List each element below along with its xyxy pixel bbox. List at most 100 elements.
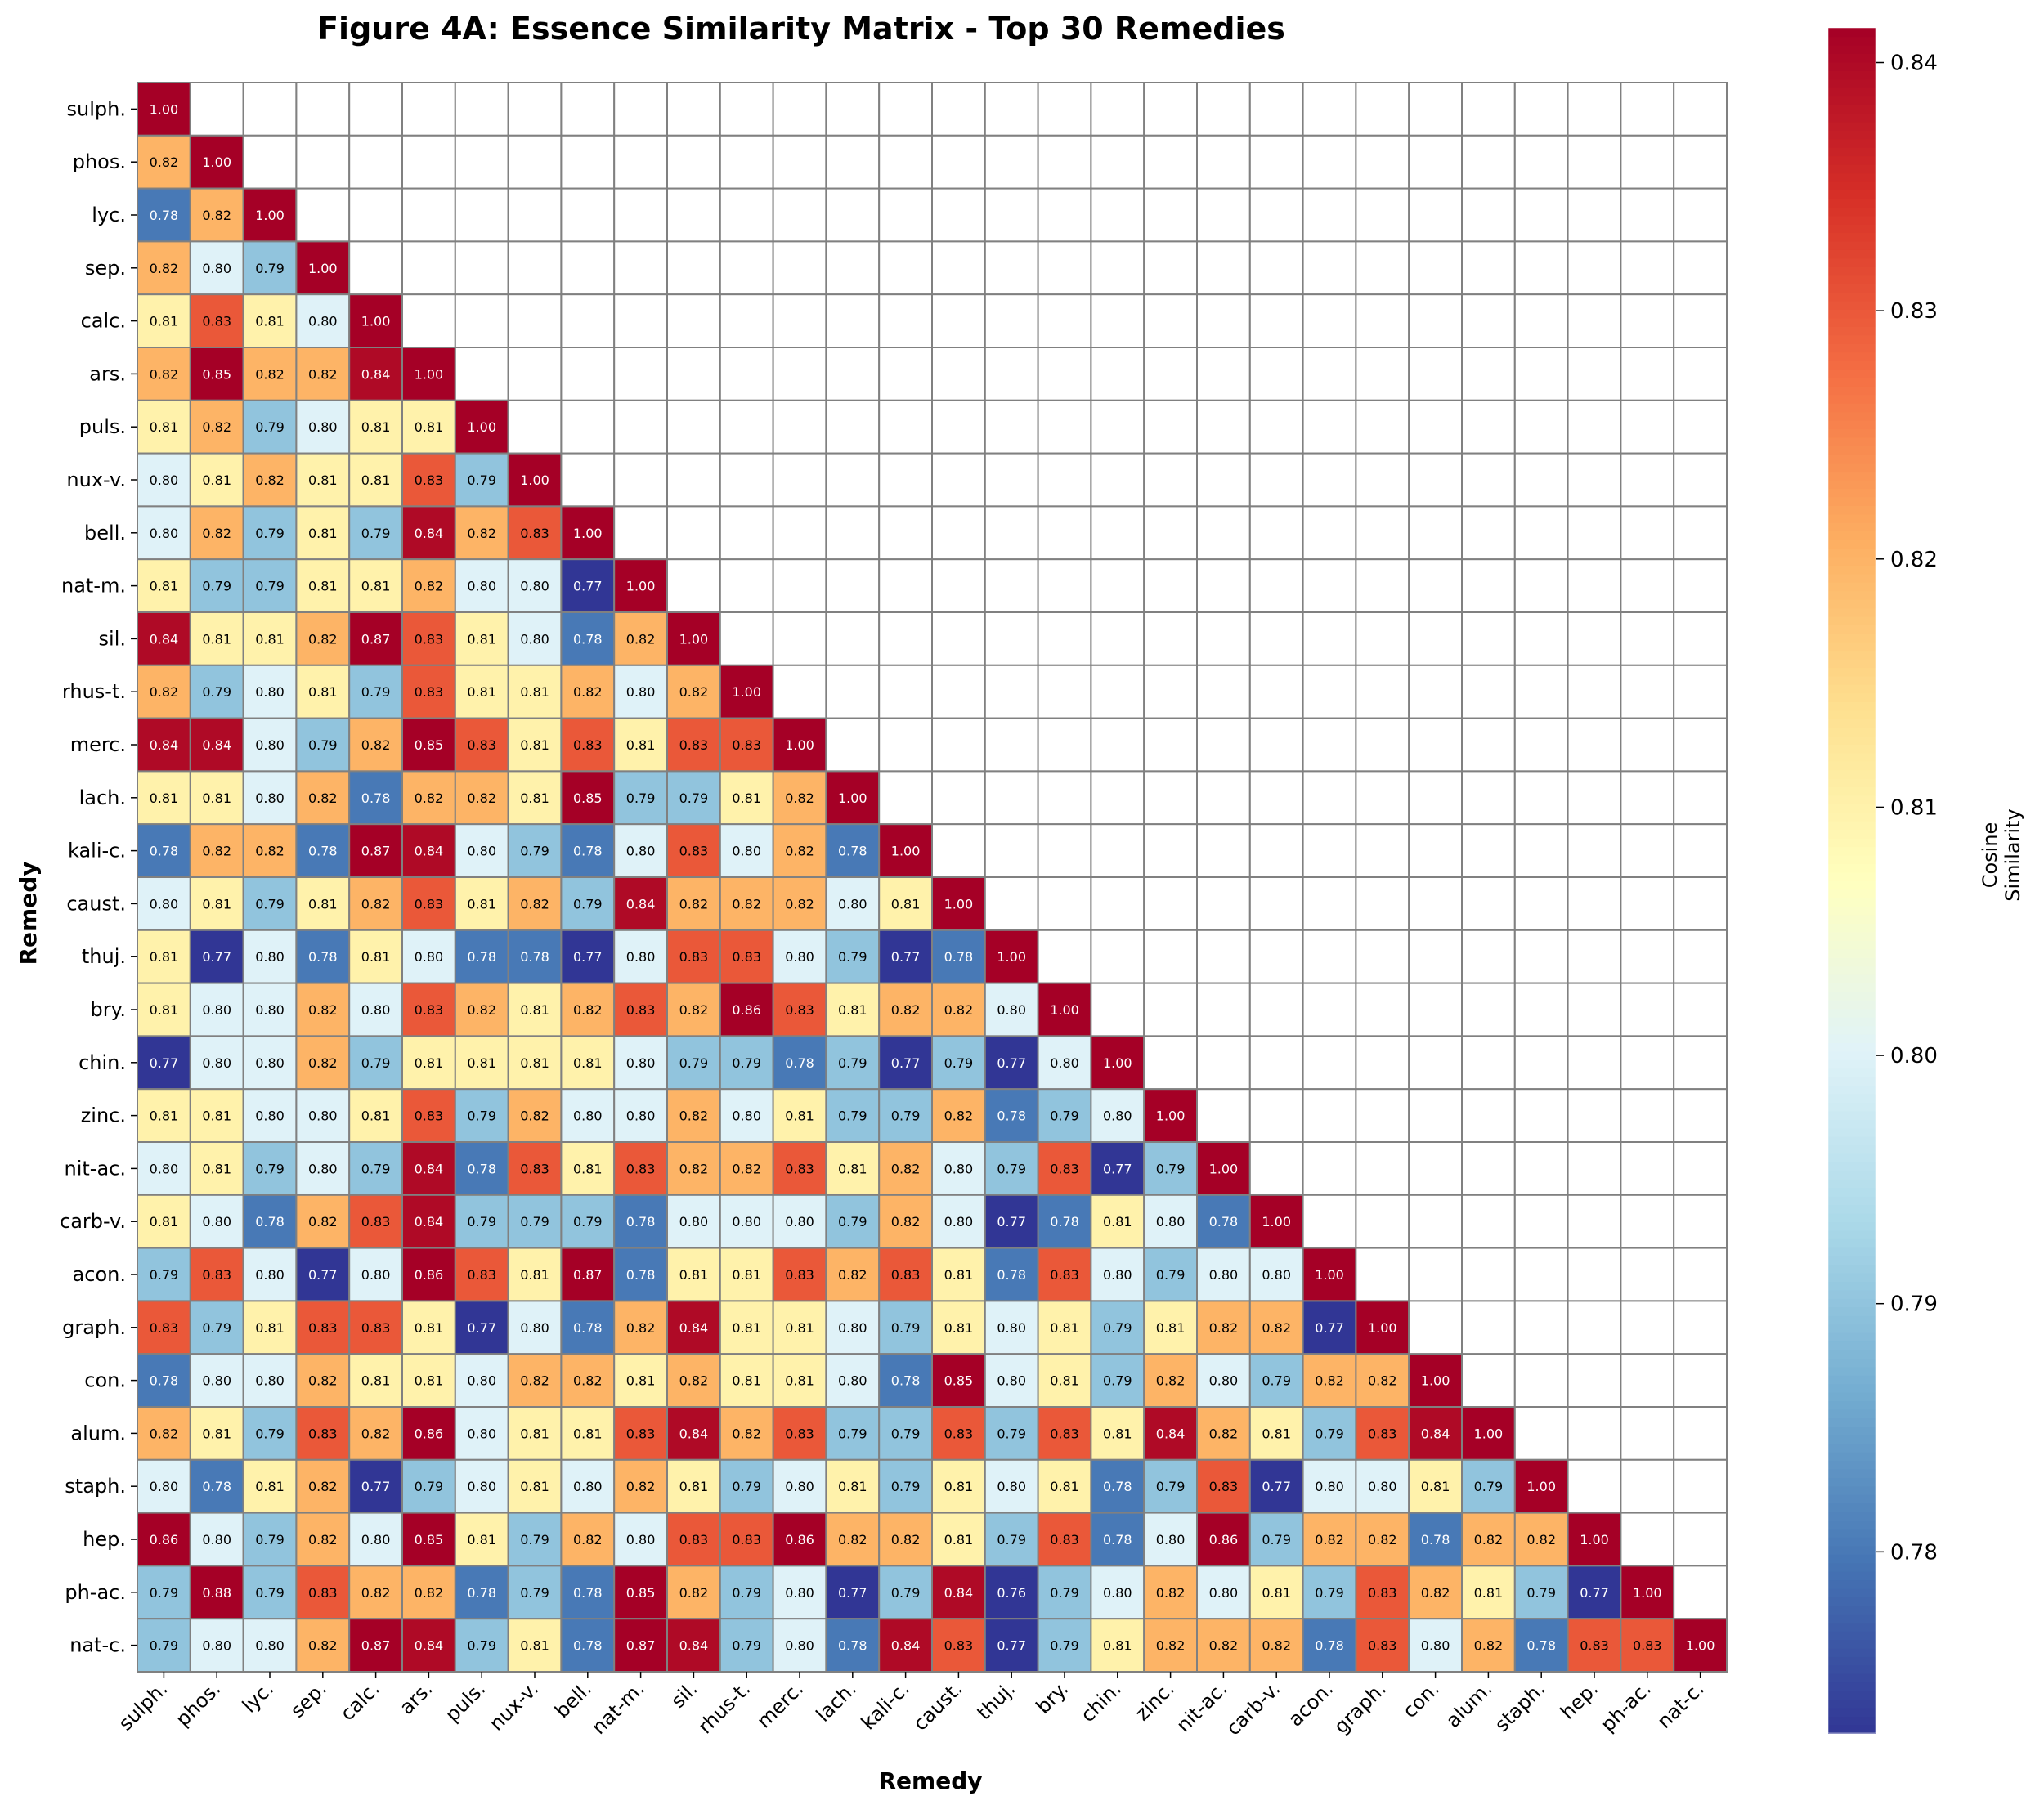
- cell-value-label: 0.80: [1156, 1532, 1186, 1547]
- masked-cell: [719, 611, 774, 666]
- masked-cell: [613, 187, 669, 243]
- cell-value-label: 0.83: [361, 1320, 391, 1336]
- cell-value-label: 0.78: [626, 1214, 656, 1229]
- colorbar-segment: [1828, 1537, 1876, 1547]
- cell-value-label: 0.81: [838, 1479, 867, 1494]
- colorbar-segment: [1828, 360, 1876, 370]
- heatmap-cell: [242, 1088, 298, 1143]
- cell-value-label: 0.79: [255, 526, 285, 541]
- cell-value-label: 0.79: [467, 1109, 496, 1124]
- heatmap-cell: [666, 664, 721, 719]
- masked-cell: [1461, 1300, 1516, 1355]
- heatmap-cell: [666, 1141, 721, 1196]
- cell-value-label: 0.85: [415, 737, 444, 753]
- heatmap-cell: [666, 1512, 721, 1567]
- masked-cell: [1143, 611, 1198, 666]
- heatmap-cell: [984, 1141, 1039, 1196]
- cell-value-label: 0.83: [732, 949, 761, 965]
- masked-cell: [1248, 240, 1304, 296]
- masked-cell: [242, 82, 298, 137]
- masked-cell: [1620, 1353, 1675, 1408]
- y-tick-label: alum.: [70, 1422, 126, 1444]
- cell-value-label: 0.78: [150, 1373, 179, 1389]
- cell-value-label: 1.00: [415, 366, 444, 382]
- cell-value-label: 0.82: [1209, 1320, 1239, 1336]
- cell-value-label: 0.81: [255, 1479, 285, 1494]
- heatmap-cell: [137, 1088, 191, 1143]
- cell-value-label: 0.80: [150, 1161, 179, 1176]
- masked-cell: [560, 240, 616, 296]
- heatmap-cell: [454, 1088, 509, 1143]
- masked-cell: [1461, 823, 1516, 879]
- y-tick-label: acon.: [73, 1263, 126, 1286]
- cell-value-label: 0.77: [891, 949, 921, 965]
- masked-cell: [1090, 558, 1145, 614]
- colorbar-segment: [1828, 1656, 1876, 1666]
- masked-cell: [1355, 558, 1410, 614]
- cell-value-label: 0.82: [573, 1002, 603, 1018]
- masked-cell: [984, 187, 1039, 243]
- heatmap-cell: [613, 1618, 669, 1673]
- colorbar-segment: [1828, 1639, 1876, 1649]
- cell-value-label: 0.78: [944, 949, 974, 965]
- heatmap-cell: [295, 1618, 351, 1673]
- heatmap-cell: [719, 876, 774, 931]
- heatmap-cell: [137, 664, 191, 719]
- cell-value-label: 0.77: [150, 1055, 179, 1071]
- cell-value-label: 0.80: [520, 1320, 549, 1336]
- heatmap-cell: [1143, 1194, 1198, 1249]
- masked-cell: [1673, 240, 1728, 296]
- cell-value-label: 1.00: [1315, 1267, 1344, 1283]
- heatmap-cell: [189, 1512, 244, 1567]
- cell-value-label: 0.83: [626, 1002, 656, 1018]
- cell-value-label: 0.82: [1315, 1532, 1344, 1547]
- heatmap-cell: [507, 1194, 563, 1249]
- cell-value-label: 0.79: [573, 896, 603, 911]
- masked-cell: [1355, 293, 1410, 349]
- masked-cell: [1673, 1194, 1728, 1249]
- cell-value-label: 0.79: [1050, 1585, 1079, 1601]
- heatmap-cell: [931, 1618, 986, 1673]
- masked-cell: [984, 240, 1039, 296]
- masked-cell: [1355, 240, 1410, 296]
- masked-cell: [1302, 558, 1357, 614]
- cell-value-label: 0.79: [997, 1426, 1026, 1441]
- heatmap-cell: [1248, 1353, 1304, 1408]
- cell-value-label: 0.78: [1526, 1638, 1556, 1654]
- heatmap-cell: [242, 1406, 298, 1461]
- masked-cell: [1513, 1353, 1569, 1408]
- x-tick-label: chin.: [1076, 1677, 1126, 1727]
- masked-cell: [1673, 187, 1728, 243]
- cell-value-label: 0.84: [944, 1585, 974, 1601]
- colorbar-segment: [1828, 147, 1876, 157]
- cell-value-label: 0.84: [150, 631, 179, 647]
- colorbar-segment: [1828, 914, 1876, 924]
- masked-cell: [507, 134, 563, 190]
- masked-cell: [1090, 664, 1145, 719]
- colorbar-segment: [1828, 1195, 1876, 1206]
- masked-cell: [1620, 1300, 1675, 1355]
- y-tick-label: phos.: [73, 150, 126, 173]
- masked-cell: [719, 134, 774, 190]
- cell-value-label: 0.83: [415, 631, 444, 647]
- colorbar-segment: [1828, 812, 1876, 822]
- heatmap-cell: [242, 1353, 298, 1408]
- masked-cell: [931, 558, 986, 614]
- cell-value-label: 0.80: [255, 1638, 285, 1654]
- colorbar-segment: [1828, 710, 1876, 719]
- colorbar-segment: [1828, 1690, 1876, 1700]
- cell-value-label: 0.82: [467, 1002, 496, 1018]
- cell-value-label: 0.84: [202, 737, 231, 753]
- masked-cell: [1196, 452, 1251, 508]
- cell-value-label: 0.82: [1368, 1532, 1397, 1547]
- masked-cell: [931, 240, 986, 296]
- masked-cell: [931, 347, 986, 401]
- cell-value-label: 0.78: [785, 1055, 814, 1071]
- colorbar-segment: [1828, 1272, 1876, 1283]
- cell-value-label: 0.86: [415, 1426, 444, 1441]
- colorbar-segment: [1828, 1724, 1876, 1734]
- masked-cell: [1620, 717, 1675, 773]
- masked-cell: [1461, 982, 1516, 1037]
- cell-value-label: 0.81: [308, 473, 338, 488]
- colorbar-segment: [1828, 172, 1876, 182]
